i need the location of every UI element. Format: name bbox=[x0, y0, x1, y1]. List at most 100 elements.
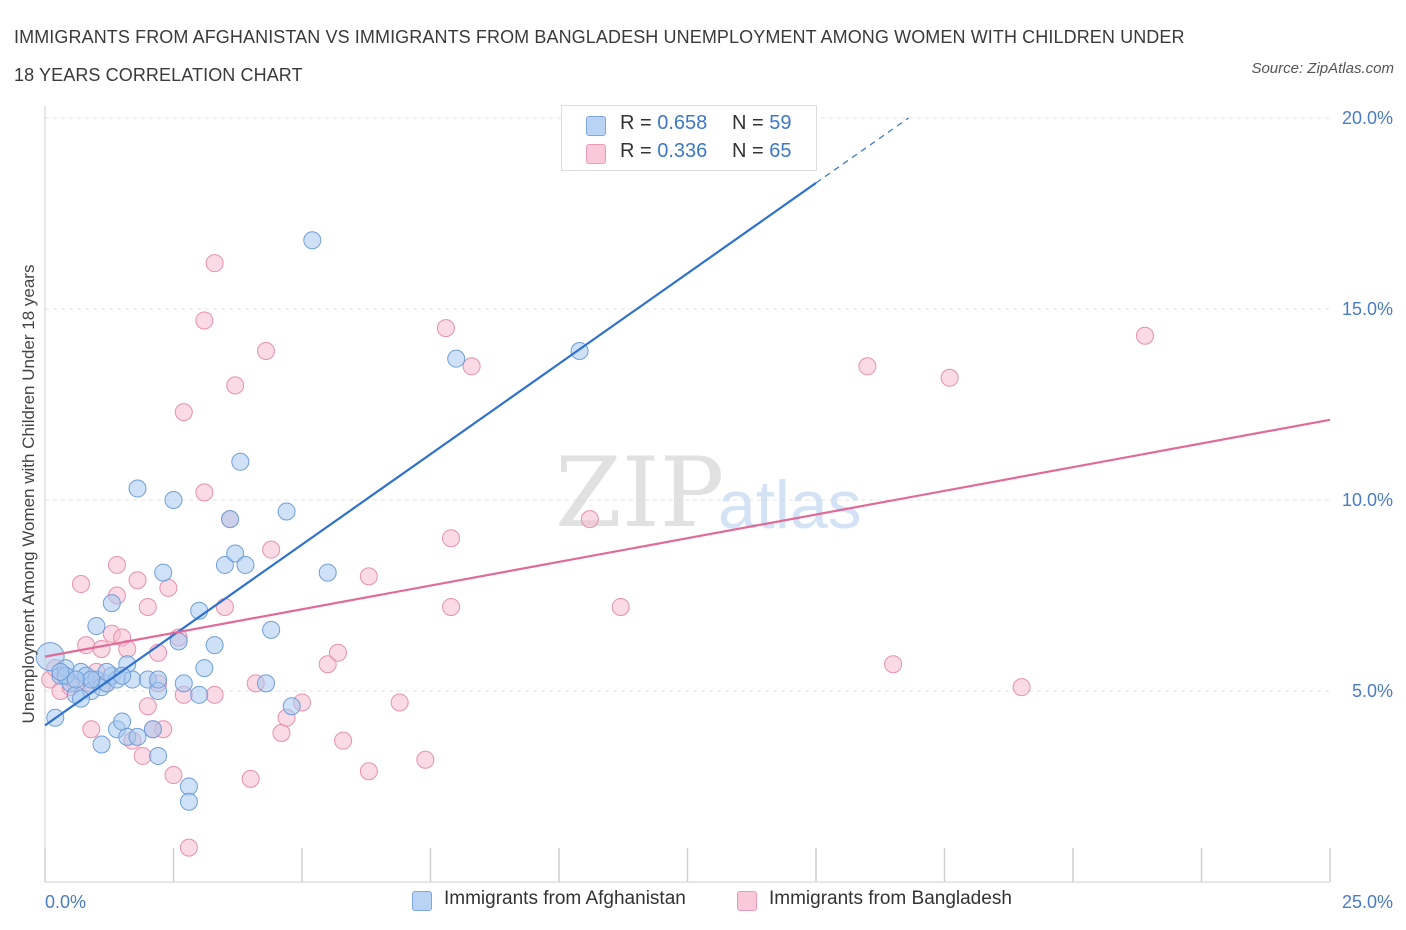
afghanistan-point bbox=[149, 670, 168, 689]
afghanistan-point bbox=[190, 685, 209, 704]
afghanistan-point bbox=[128, 479, 147, 498]
bangladesh-point bbox=[1135, 326, 1154, 345]
legend-n-label: N = bbox=[732, 112, 770, 134]
afghanistan-point bbox=[113, 712, 132, 731]
chart-title: IMMIGRANTS FROM AFGHANISTAN VS IMMIGRANT… bbox=[14, 27, 1185, 85]
afghanistan-point bbox=[277, 502, 296, 521]
bangladesh-point bbox=[611, 597, 630, 616]
bangladesh-point bbox=[318, 655, 337, 674]
afghanistan-point bbox=[179, 777, 198, 796]
legend-r-value-afghanistan: 0.658 bbox=[657, 112, 708, 134]
bangladesh-point bbox=[179, 838, 198, 857]
bangladesh-point bbox=[272, 724, 291, 743]
bangladesh-point bbox=[1012, 678, 1031, 697]
y-tick-label: 15.0% bbox=[1342, 299, 1393, 319]
bangladesh-point bbox=[884, 655, 903, 674]
afghanistan-point bbox=[51, 662, 70, 681]
afghanistan-point bbox=[149, 746, 168, 765]
bangladesh-point bbox=[174, 403, 193, 422]
afghanistan-point bbox=[87, 617, 106, 636]
watermark: ZIP atlas bbox=[555, 437, 862, 549]
bangladesh-point bbox=[138, 697, 157, 716]
bangladesh-point bbox=[334, 731, 353, 750]
bangladesh-point bbox=[82, 720, 101, 739]
bangladesh-point bbox=[390, 693, 409, 712]
legend-swatch-afghanistan bbox=[586, 116, 606, 136]
bangladesh-point bbox=[133, 746, 152, 765]
y-axis-label: Unemployment Among Women with Children U… bbox=[19, 265, 38, 724]
afghanistan-point bbox=[221, 510, 240, 529]
bangladesh-trend-line bbox=[44, 418, 1331, 658]
legend-swatch-afghanistan bbox=[412, 891, 432, 911]
trend-lines bbox=[44, 117, 1331, 727]
legend-n-value-bangladesh: 65 bbox=[769, 140, 792, 162]
afghanistan-points bbox=[35, 231, 589, 811]
afghanistan-point bbox=[128, 727, 147, 746]
legend-label-bangladesh: Immigrants from Bangladesh bbox=[769, 888, 1012, 909]
afghanistan-trend-line bbox=[44, 182, 817, 727]
legend-label-afghanistan: Immigrants from Afghanistan bbox=[444, 888, 686, 909]
afghanistan-point bbox=[143, 720, 162, 739]
bangladesh-point bbox=[241, 769, 260, 788]
x-tick-label: 0.0% bbox=[45, 892, 86, 912]
afghanistan-trend-extension bbox=[815, 117, 909, 184]
legend-swatch-bangladesh bbox=[586, 144, 606, 164]
bangladesh-point bbox=[92, 639, 111, 658]
bangladesh-point bbox=[215, 597, 234, 616]
bangladesh-point bbox=[71, 575, 90, 594]
legend-n-value-afghanistan: 59 bbox=[769, 112, 792, 134]
afghanistan-point bbox=[318, 563, 337, 582]
bangladesh-point bbox=[858, 357, 877, 376]
y-tick-label: 20.0% bbox=[1342, 108, 1393, 128]
bangladesh-point bbox=[128, 571, 147, 590]
afghanistan-point bbox=[215, 555, 234, 574]
bangladesh-point bbox=[205, 254, 224, 273]
bangladesh-point bbox=[442, 529, 461, 548]
bangladesh-point bbox=[257, 342, 276, 361]
afghanistan-point bbox=[303, 231, 322, 250]
x-tick-label: 25.0% bbox=[1342, 892, 1393, 912]
legend-r-label: R = bbox=[620, 140, 658, 162]
afghanistan-point bbox=[282, 697, 301, 716]
source-credit: Source: ZipAtlas.com bbox=[1251, 60, 1394, 77]
bangladesh-points bbox=[41, 254, 1154, 857]
afghanistan-point bbox=[205, 636, 224, 655]
bangladesh-point bbox=[262, 540, 281, 559]
bangladesh-point bbox=[442, 597, 461, 616]
legend-swatch-bangladesh bbox=[737, 891, 757, 911]
bangladesh-point bbox=[436, 319, 455, 338]
afghanistan-point bbox=[97, 662, 116, 681]
afghanistan-point bbox=[447, 349, 466, 368]
bangladesh-point bbox=[359, 762, 378, 781]
series-legend: Immigrants from Afghanistan Immigrants f… bbox=[0, 888, 1406, 918]
afghanistan-point bbox=[92, 735, 111, 754]
bangladesh-point bbox=[328, 643, 347, 662]
bangladesh-point bbox=[138, 597, 157, 616]
bangladesh-point bbox=[462, 357, 481, 376]
afghanistan-point bbox=[102, 594, 121, 613]
bangladesh-point bbox=[205, 685, 224, 704]
afghanistan-point bbox=[164, 491, 183, 509]
correlation-legend: R = 0.658 N = 59 R = 0.336 N = 65 bbox=[561, 105, 817, 171]
afghanistan-point bbox=[154, 563, 173, 582]
legend-r-label: R = bbox=[620, 112, 658, 134]
bangladesh-point bbox=[195, 311, 214, 330]
bangladesh-point bbox=[940, 368, 959, 387]
bangladesh-point bbox=[164, 766, 183, 785]
afghanistan-point bbox=[226, 544, 245, 563]
y-tick-label: 10.0% bbox=[1342, 490, 1393, 510]
afghanistan-point bbox=[66, 670, 85, 689]
afghanistan-point bbox=[231, 452, 250, 471]
bangladesh-point bbox=[359, 567, 378, 586]
watermark-atlas: atlas bbox=[718, 467, 862, 543]
bangladesh-point bbox=[580, 510, 599, 529]
tick-labels: 5.0% 10.0% 15.0% 20.0% 0.0% 25.0% bbox=[45, 108, 1393, 912]
bangladesh-point bbox=[195, 483, 214, 502]
afghanistan-point bbox=[82, 670, 101, 689]
bangladesh-point bbox=[416, 750, 435, 769]
afghanistan-point bbox=[179, 792, 198, 811]
bangladesh-point bbox=[159, 578, 178, 597]
legend-n-label: N = bbox=[732, 140, 770, 162]
watermark-zip: ZIP bbox=[555, 437, 724, 549]
